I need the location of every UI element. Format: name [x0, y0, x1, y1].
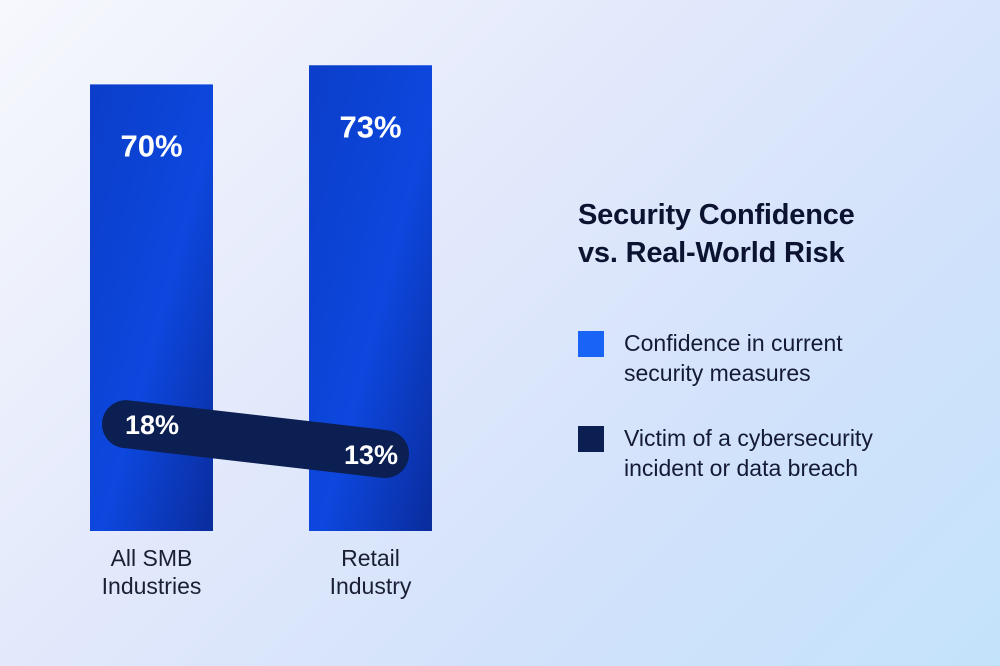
- chart-title: Security Confidence vs. Real-World Risk: [578, 196, 958, 272]
- victim-value-label-1: 13%: [344, 440, 398, 470]
- legend-label-confidence-line-1: Confidence in current: [624, 330, 843, 356]
- legend-item-confidence: Confidence in current security measures: [578, 328, 978, 388]
- category-label-1-line-0: Retail: [341, 545, 400, 571]
- category-label-1-line-1: Industry: [330, 573, 412, 599]
- legend-item-victim: Victim of a cybersecurity incident or da…: [578, 423, 978, 483]
- legend-label-victim: Victim of a cybersecurity incident or da…: [624, 423, 924, 483]
- legend-label-victim-line-2: incident or data breach: [624, 455, 858, 481]
- category-label-0-line-0: All SMB: [111, 545, 193, 571]
- chart-title-line-1: Security Confidence: [578, 199, 855, 231]
- chart-legend: Confidence in current security measures …: [578, 328, 978, 518]
- victim-series-line: [102, 400, 409, 479]
- bar-value-label-1: 73%: [339, 109, 401, 144]
- bar-value-label-0: 70%: [120, 128, 182, 163]
- legend-swatch-confidence: [578, 331, 604, 357]
- victim-value-label-0: 18%: [125, 410, 179, 440]
- bar-confidence-0: [90, 84, 213, 532]
- chart-title-line-2: vs. Real-World Risk: [578, 237, 845, 269]
- legend-swatch-victim: [578, 426, 604, 452]
- category-label-0-line-1: Industries: [102, 573, 202, 599]
- legend-label-confidence-line-2: security measures: [624, 360, 811, 386]
- legend-label-confidence: Confidence in current security measures: [624, 328, 924, 388]
- legend-label-victim-line-1: Victim of a cybersecurity: [624, 425, 873, 451]
